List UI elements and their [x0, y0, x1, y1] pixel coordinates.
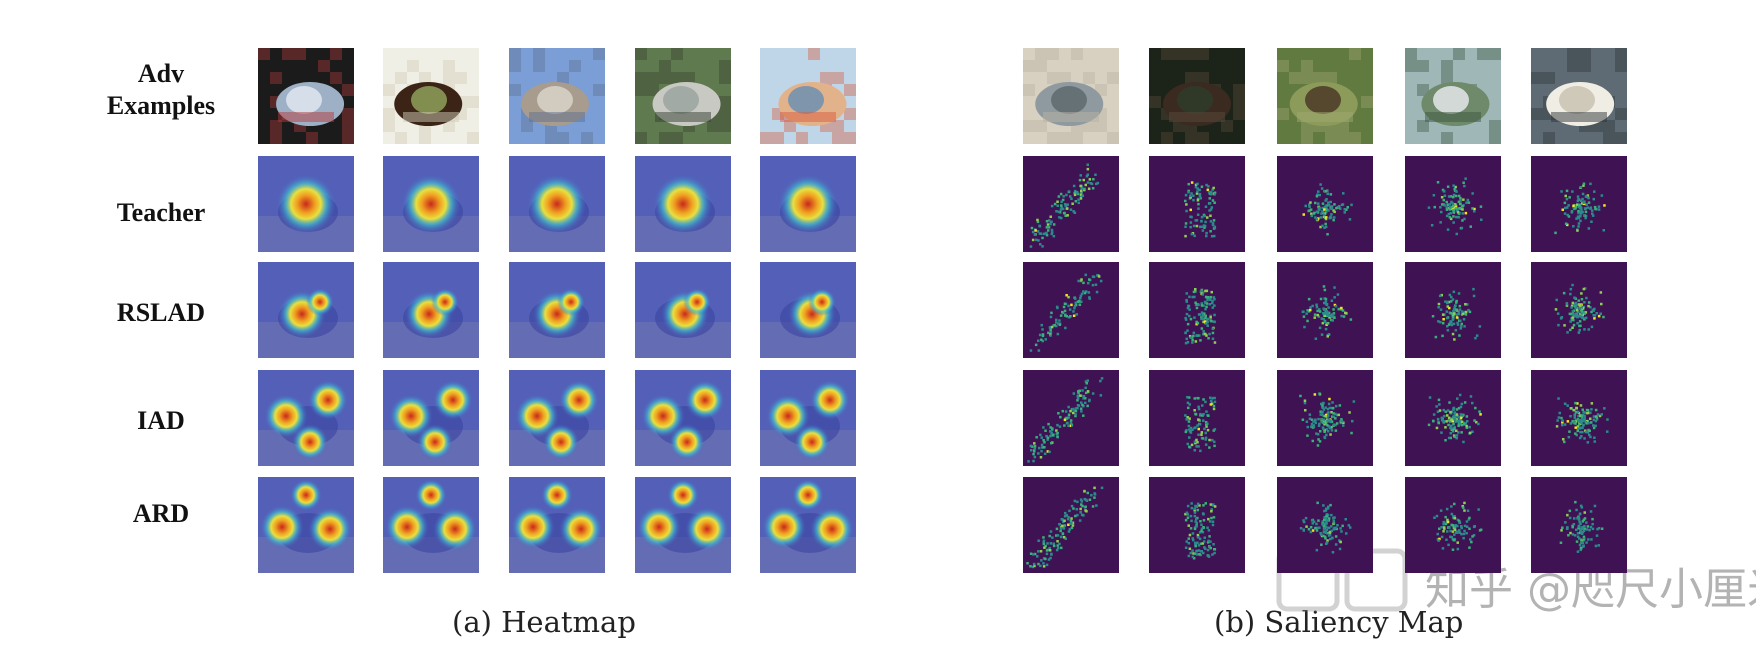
caption-saliency: (b) Saliency Map	[1214, 605, 1464, 639]
row-label-text: RSLAD	[116, 298, 206, 327]
row-label-text: ARD	[132, 499, 190, 528]
saliency-tile-ard-deer-dark	[1149, 477, 1245, 573]
heatmap-tile-ard-car	[760, 477, 856, 573]
saliency-tile-teacher-bird-water	[1405, 156, 1501, 252]
saliency-tile-rslad-car-white	[1531, 262, 1627, 358]
saliency-tile-ard-frog	[1277, 477, 1373, 573]
heatmap-tile-teacher-horse	[383, 156, 479, 252]
row-label-iad: IAD	[86, 405, 236, 437]
saliency-tile-adv-deer-dark	[1149, 48, 1245, 144]
heatmap-tile-teacher-airplane	[258, 156, 354, 252]
saliency-tile-rslad-deer-dark	[1149, 262, 1245, 358]
caption-heatmap: (a) Heatmap	[452, 605, 636, 639]
heatmap-tile-teacher-deer	[635, 156, 731, 252]
row-label-text: IAD	[137, 406, 185, 435]
saliency-tile-iad-car-white	[1531, 370, 1627, 466]
heatmap-tile-adv-horse	[383, 48, 479, 144]
row-label-rslad: RSLAD	[86, 297, 236, 329]
heatmap-tile-teacher-car	[760, 156, 856, 252]
heatmap-tile-teacher-ostrich	[509, 156, 605, 252]
row-label-text: Teacher	[116, 198, 206, 227]
saliency-tile-iad-deer-dark	[1149, 370, 1245, 466]
heatmap-tile-iad-horse	[383, 370, 479, 466]
heatmap-tile-rslad-horse	[383, 262, 479, 358]
saliency-tile-rslad-bird	[1023, 262, 1119, 358]
saliency-tile-ard-bird	[1023, 477, 1119, 573]
heatmap-tile-iad-deer	[635, 370, 731, 466]
saliency-tile-iad-frog	[1277, 370, 1373, 466]
heatmap-tile-rslad-car	[760, 262, 856, 358]
saliency-tile-teacher-car-white	[1531, 156, 1627, 252]
saliency-tile-iad-bird-water	[1405, 370, 1501, 466]
saliency-tile-rslad-frog	[1277, 262, 1373, 358]
saliency-tile-teacher-bird	[1023, 156, 1119, 252]
saliency-tile-teacher-deer-dark	[1149, 156, 1245, 252]
saliency-tile-adv-bird-water	[1405, 48, 1501, 144]
row-label-ard: ARD	[86, 498, 236, 530]
saliency-tile-ard-bird-water	[1405, 477, 1501, 573]
row-label-adv-examples: Adv Examples	[86, 58, 236, 122]
heatmap-tile-rslad-deer	[635, 262, 731, 358]
heatmap-tile-adv-ostrich	[509, 48, 605, 144]
heatmap-tile-iad-car	[760, 370, 856, 466]
row-label-text: Adv Examples	[106, 59, 216, 120]
row-label-teacher: Teacher	[86, 197, 236, 229]
saliency-tile-teacher-frog	[1277, 156, 1373, 252]
saliency-tile-rslad-bird-water	[1405, 262, 1501, 358]
heatmap-tile-adv-deer	[635, 48, 731, 144]
saliency-tile-adv-car-white	[1531, 48, 1627, 144]
saliency-tile-ard-car-white	[1531, 477, 1627, 573]
heatmap-tile-iad-ostrich	[509, 370, 605, 466]
heatmap-tile-iad-airplane	[258, 370, 354, 466]
heatmap-tile-rslad-ostrich	[509, 262, 605, 358]
heatmap-tile-adv-car	[760, 48, 856, 144]
saliency-tile-adv-bird	[1023, 48, 1119, 144]
heatmap-tile-rslad-airplane	[258, 262, 354, 358]
heatmap-tile-ard-deer	[635, 477, 731, 573]
heatmap-tile-ard-ostrich	[509, 477, 605, 573]
heatmap-tile-ard-airplane	[258, 477, 354, 573]
heatmap-tile-ard-horse	[383, 477, 479, 573]
saliency-tile-adv-frog	[1277, 48, 1373, 144]
saliency-tile-iad-bird	[1023, 370, 1119, 466]
heatmap-tile-adv-airplane	[258, 48, 354, 144]
